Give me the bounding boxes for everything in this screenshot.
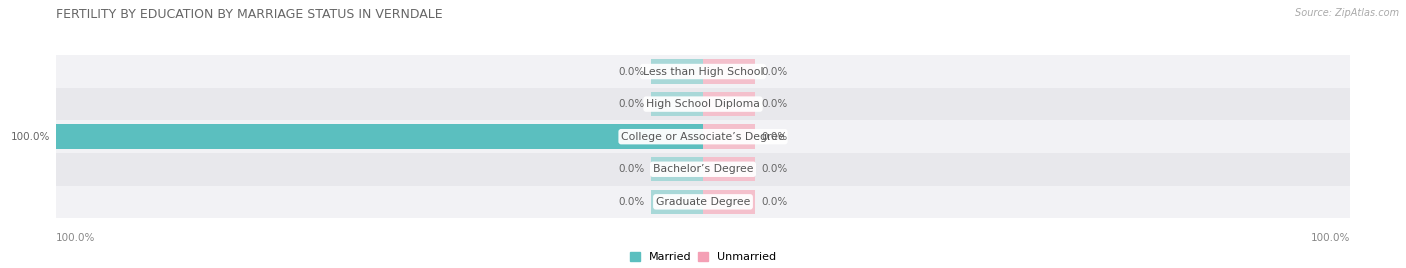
Text: 100.0%: 100.0%: [56, 233, 96, 243]
Bar: [703, 92, 755, 116]
Bar: [56, 185, 1350, 218]
Bar: [651, 59, 703, 84]
Text: 0.0%: 0.0%: [761, 99, 787, 109]
Bar: [703, 59, 755, 84]
Text: Less than High School: Less than High School: [643, 66, 763, 77]
Bar: [56, 55, 1350, 88]
Text: FERTILITY BY EDUCATION BY MARRIAGE STATUS IN VERNDALE: FERTILITY BY EDUCATION BY MARRIAGE STATU…: [56, 8, 443, 21]
Text: 0.0%: 0.0%: [619, 66, 645, 77]
Text: Graduate Degree: Graduate Degree: [655, 197, 751, 207]
Bar: [703, 190, 755, 214]
Bar: [56, 124, 703, 149]
Text: 0.0%: 0.0%: [619, 197, 645, 207]
Text: 0.0%: 0.0%: [761, 164, 787, 174]
Text: 0.0%: 0.0%: [619, 164, 645, 174]
Text: High School Diploma: High School Diploma: [647, 99, 759, 109]
Text: 0.0%: 0.0%: [761, 66, 787, 77]
Bar: [56, 120, 1350, 153]
Bar: [703, 157, 755, 181]
Text: College or Associate’s Degree: College or Associate’s Degree: [621, 132, 785, 142]
Bar: [703, 124, 755, 149]
Text: Source: ZipAtlas.com: Source: ZipAtlas.com: [1295, 8, 1399, 18]
Text: 0.0%: 0.0%: [619, 99, 645, 109]
Text: 0.0%: 0.0%: [761, 197, 787, 207]
Bar: [651, 92, 703, 116]
Bar: [651, 157, 703, 181]
Text: 0.0%: 0.0%: [761, 132, 787, 142]
Bar: [56, 153, 1350, 185]
Text: 100.0%: 100.0%: [10, 132, 49, 142]
Bar: [56, 88, 1350, 120]
Bar: [56, 124, 703, 149]
Legend: Married, Unmarried: Married, Unmarried: [630, 252, 776, 262]
Text: Bachelor’s Degree: Bachelor’s Degree: [652, 164, 754, 174]
Text: 100.0%: 100.0%: [1310, 233, 1350, 243]
Bar: [651, 190, 703, 214]
